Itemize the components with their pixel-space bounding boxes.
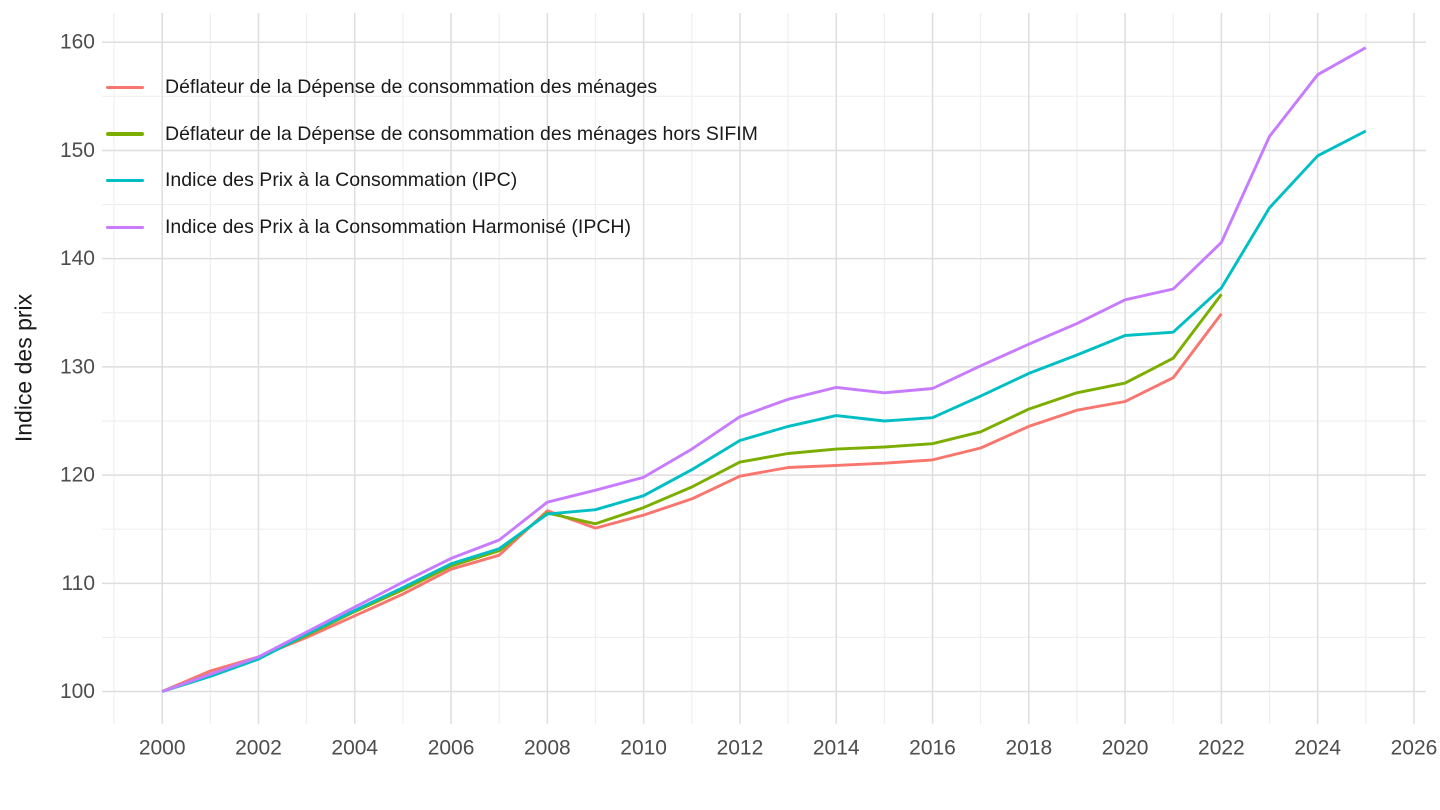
x-tick-label: 2022 <box>1198 737 1245 760</box>
legend-key-icon <box>106 85 144 89</box>
x-tick-label: 2018 <box>1005 737 1052 760</box>
legend-key-icon <box>106 179 144 183</box>
x-tick-label: 2000 <box>139 737 186 760</box>
x-tick-label: 2006 <box>428 737 475 760</box>
x-tick-label: 2012 <box>717 737 764 760</box>
legend-item-2: Indice des Prix à la Consommation (IPC) <box>106 157 758 204</box>
legend-label: Indice des Prix à la Consommation (IPC) <box>165 169 518 192</box>
y-tick-label: 130 <box>60 355 95 378</box>
legend-key-icon <box>106 132 144 136</box>
y-tick-label: 150 <box>60 139 95 162</box>
x-tick-label: 2026 <box>1391 737 1438 760</box>
x-tick-label: 2010 <box>620 737 667 760</box>
legend-item-3: Indice des Prix à la Consommation Harmon… <box>106 204 758 251</box>
y-tick-label: 100 <box>60 680 95 703</box>
x-tick-label: 2014 <box>813 737 860 760</box>
legend-label: Déflateur de la Dépense de consommation … <box>165 122 758 145</box>
legend-label: Déflateur de la Dépense de consommation … <box>165 75 658 98</box>
x-tick-label: 2002 <box>235 737 282 760</box>
series-line-0 <box>161 312 1223 693</box>
y-axis-title: Indice des prix <box>10 293 37 443</box>
series-line-2 <box>161 129 1367 693</box>
x-tick-label: 2016 <box>909 737 956 760</box>
y-tick-label: 160 <box>60 31 95 54</box>
x-tick-label: 2008 <box>524 737 571 760</box>
legend-label: Indice des Prix à la Consommation Harmon… <box>165 215 632 238</box>
x-tick-label: 2004 <box>331 737 378 760</box>
series-line-3 <box>161 46 1367 693</box>
legend-item-1: Déflateur de la Dépense de consommation … <box>106 111 758 158</box>
legend-key-icon <box>106 225 144 229</box>
y-tick-label: 140 <box>60 247 95 270</box>
x-tick-label: 2020 <box>1102 737 1149 760</box>
chart-legend: Déflateur de la Dépense de consommation … <box>106 64 758 251</box>
y-tick-label: 110 <box>62 572 95 595</box>
legend-item-0: Déflateur de la Dépense de consommation … <box>106 64 758 111</box>
y-tick-label: 120 <box>60 464 95 487</box>
x-tick-label: 2024 <box>1294 737 1341 760</box>
